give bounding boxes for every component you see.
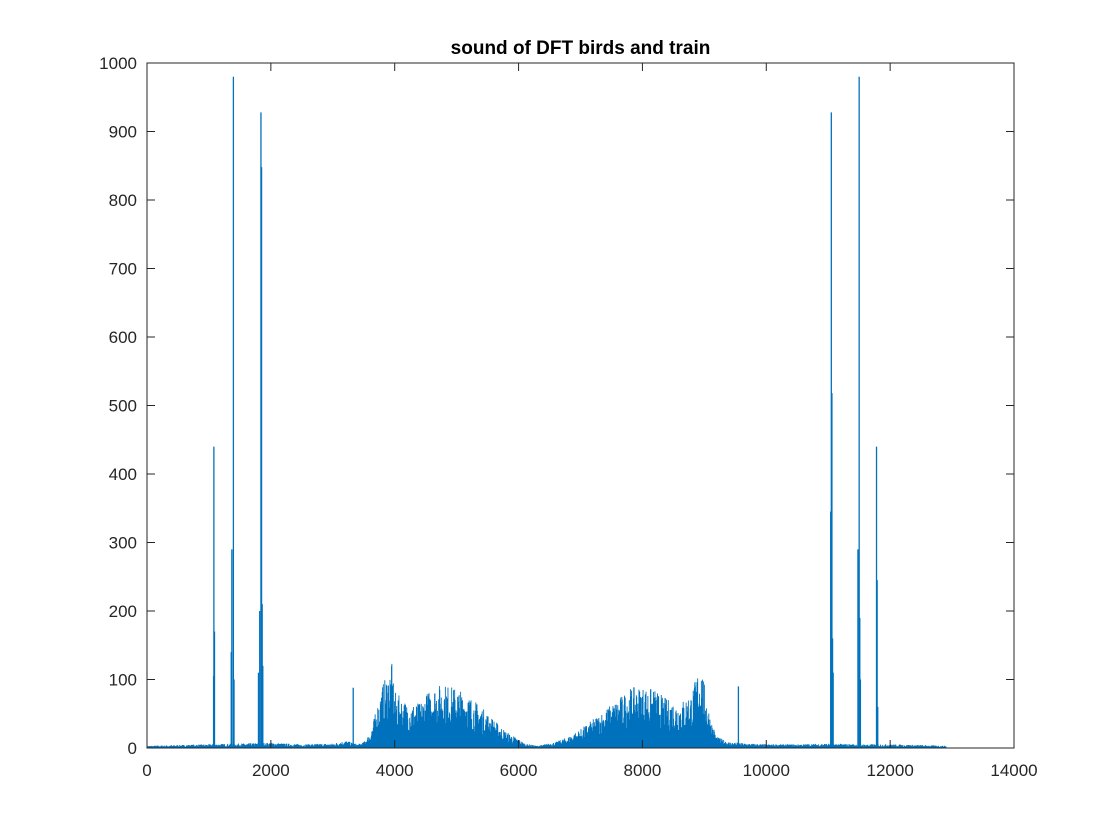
x-tick-label-0: 0: [142, 761, 151, 780]
y-tick-label-10: 1000: [99, 54, 137, 73]
y-tick-label-7: 700: [109, 260, 137, 279]
x-tick-label-3: 6000: [500, 761, 538, 780]
plot-area: [147, 63, 1014, 748]
y-tick-label-2: 200: [109, 602, 137, 621]
data-layer: [146, 76, 947, 748]
x-tick-label-6: 12000: [867, 761, 914, 780]
y-tick-label-0: 0: [128, 739, 137, 758]
y-tick-label-6: 600: [109, 328, 137, 347]
y-tick-label-4: 400: [109, 465, 137, 484]
y-tick-label-3: 300: [109, 534, 137, 553]
y-tick-label-5: 500: [109, 397, 137, 416]
axes-layer: 0 2000 4000 6000 8000 10000 12000 14000 0 100 200 3…: [99, 54, 1037, 780]
y-tick-label-8: 800: [109, 191, 137, 210]
x-tick-label-7: 14000: [990, 761, 1037, 780]
x-tick-label-2: 4000: [376, 761, 414, 780]
y-tick-label-1: 100: [109, 671, 137, 690]
x-tick-label-1: 2000: [252, 761, 290, 780]
x-tick-label-5: 10000: [743, 761, 790, 780]
x-tick-label-4: 8000: [624, 761, 662, 780]
y-tick-label-9: 900: [109, 123, 137, 142]
chart-title: sound of DFT birds and train: [451, 38, 711, 59]
